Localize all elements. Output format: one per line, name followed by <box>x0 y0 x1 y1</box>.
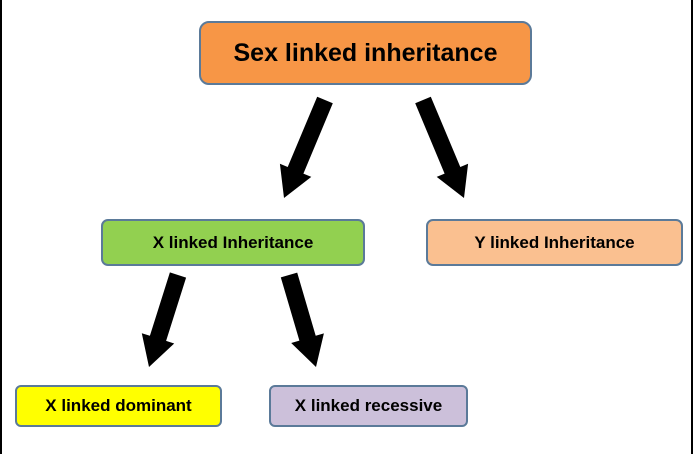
arrow-root-to-y <box>415 96 469 198</box>
arrow-root-to-x <box>279 96 333 198</box>
node-x-linked-recessive: X linked recessive <box>269 385 468 427</box>
node-sex-linked-inheritance: Sex linked inheritance <box>199 21 532 85</box>
node-x-linked-inheritance: X linked Inheritance <box>101 219 365 266</box>
arrow-x-to-xd <box>141 272 187 367</box>
node-x-linked-dominant: X linked dominant <box>15 385 222 427</box>
arrow-x-to-xr <box>280 272 324 367</box>
node-y-linked-inheritance: Y linked Inheritance <box>426 219 683 266</box>
